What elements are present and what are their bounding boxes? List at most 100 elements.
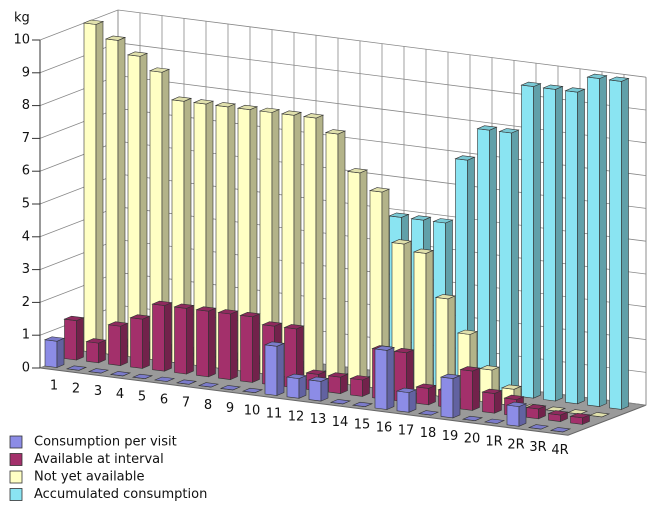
bar <box>588 412 611 418</box>
bar <box>564 87 586 405</box>
legend-label: Consumption per visit <box>34 435 177 450</box>
bar-top <box>219 385 242 391</box>
bar-front <box>303 116 317 381</box>
bar-front <box>526 407 539 420</box>
bar-front <box>196 309 209 378</box>
x-tick-label: 13 <box>310 412 327 427</box>
x-tick-label: 1 <box>50 379 58 394</box>
bar-top <box>214 102 237 108</box>
bar-top <box>544 406 567 412</box>
bar-front <box>482 391 495 414</box>
bar-top <box>454 155 476 161</box>
bar <box>498 128 520 396</box>
bar-top <box>283 324 305 330</box>
bar-top <box>566 409 589 415</box>
bar <box>283 324 305 389</box>
bar <box>461 415 484 422</box>
bar-top <box>82 19 105 25</box>
bar-top <box>549 427 572 433</box>
bar-top <box>476 125 498 131</box>
bar <box>569 413 591 425</box>
bar <box>87 368 110 374</box>
bar <box>153 376 176 382</box>
bar-front <box>543 87 556 402</box>
bar <box>307 376 330 402</box>
bar <box>107 321 129 367</box>
bar-side <box>362 376 370 397</box>
bar <box>82 19 105 353</box>
bar-top <box>104 35 127 41</box>
bar-top <box>43 336 66 342</box>
bar-side <box>518 403 527 427</box>
bar-top <box>302 113 325 119</box>
bar-top <box>478 365 501 371</box>
bar <box>217 309 239 381</box>
bar-top <box>393 347 415 354</box>
legend-swatch <box>9 488 23 501</box>
bar-side <box>533 83 541 399</box>
bar-top <box>395 387 418 393</box>
bar <box>459 366 481 411</box>
bar-front <box>396 390 410 413</box>
bar-top <box>349 375 371 381</box>
bar <box>170 96 193 365</box>
bar-top <box>412 248 435 254</box>
bar-side <box>315 114 324 381</box>
y-tick-label: 10 <box>13 33 30 48</box>
y-tick-label: 9 <box>22 65 30 80</box>
bar-front <box>350 378 363 397</box>
bar <box>173 303 195 375</box>
bar-top <box>175 379 198 385</box>
bar <box>368 187 391 390</box>
bar-top <box>608 76 630 82</box>
bar-top <box>527 424 550 430</box>
bar-top <box>415 383 437 389</box>
y-axis-unit: kg <box>14 11 30 26</box>
bar-top <box>503 394 525 400</box>
bar-front <box>308 379 322 402</box>
bar <box>586 73 608 408</box>
bar-side <box>428 384 436 406</box>
bar-side <box>386 347 395 410</box>
bar-top <box>63 315 85 321</box>
bar <box>214 102 237 370</box>
bar-top <box>195 306 217 312</box>
y-tick-label: 1 <box>22 328 30 343</box>
bar-top <box>542 84 564 90</box>
bar-side <box>340 373 348 395</box>
y-tick-label: 6 <box>22 164 30 179</box>
x-tick-label: 16 <box>376 421 393 436</box>
bar-top <box>153 376 176 382</box>
bar-top <box>588 412 611 418</box>
x-tick-label: 7 <box>182 395 190 410</box>
x-tick-label: 8 <box>204 398 212 413</box>
bar-side <box>120 322 128 367</box>
bar-front <box>64 318 77 361</box>
bar-top <box>261 321 283 327</box>
y-tick-label: 0 <box>22 361 30 376</box>
bar-top <box>324 129 347 135</box>
bar <box>439 373 462 419</box>
x-tick-label: 3R <box>529 440 546 455</box>
bar-top <box>547 410 569 416</box>
bar <box>542 84 564 402</box>
bar <box>395 387 418 413</box>
bar <box>434 294 457 398</box>
bar-side <box>186 304 194 375</box>
x-tick-label: 12 <box>288 409 305 424</box>
legend-swatch <box>9 453 23 466</box>
bar <box>483 418 506 424</box>
bar <box>346 168 369 387</box>
x-tick-label: 4R <box>551 443 568 458</box>
bar-side <box>337 130 346 384</box>
bar-front <box>506 404 520 427</box>
bar-side <box>359 169 368 387</box>
bar <box>129 314 151 369</box>
bar <box>481 388 503 414</box>
bar-top <box>107 321 129 327</box>
y-tick-label: 5 <box>22 197 30 212</box>
bar-top <box>241 387 264 394</box>
bar-side <box>511 129 519 396</box>
legend-label: Accumulated consumption <box>34 487 207 502</box>
